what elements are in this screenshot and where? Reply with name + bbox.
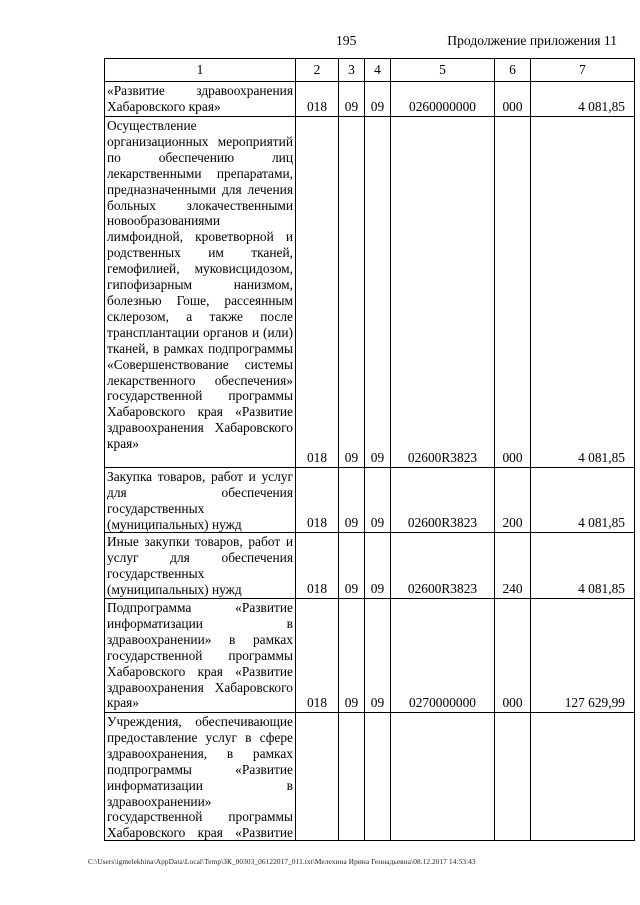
cell-section-code: 09: [338, 81, 365, 117]
table-row: «Развитие здравоохранения Хабаровского к…: [104, 81, 635, 117]
column-header: 2: [295, 58, 339, 82]
table-row-truncated: Учреждения, обеспечивающие предоставлени…: [104, 712, 635, 841]
cell-amount: 4 081,85: [530, 116, 635, 468]
cell-target-article-code: [390, 712, 495, 841]
cell-subsection-code: 09: [364, 598, 391, 713]
cell-expense-type-code: 000: [494, 598, 531, 713]
column-header: 4: [364, 58, 391, 82]
cell-item-name: Закупка товаров, работ и услуг для обесп…: [104, 467, 296, 533]
column-header: 5: [390, 58, 495, 82]
cell-amount: 127 629,99: [530, 598, 635, 713]
table-row: Закупка товаров, работ и услуг для обесп…: [104, 467, 635, 533]
cell-grbs-code: [295, 712, 339, 841]
cell-target-article-code: 02600R3823: [390, 467, 495, 533]
cell-target-article-code: 0260000000: [390, 81, 495, 117]
cell-section-code: 09: [338, 532, 365, 599]
column-header: 1: [104, 58, 296, 82]
page-number: 195: [336, 33, 357, 48]
cell-section-code: [338, 712, 365, 841]
cell-item-name: Осуществление организационных мероприяти…: [104, 116, 296, 468]
cell-subsection-code: [364, 712, 391, 841]
appendix-continuation-label: Продолжение приложения 11: [447, 33, 617, 48]
cell-subsection-code: 09: [364, 467, 391, 533]
cell-item-name: «Развитие здравоохранения Хабаровского к…: [104, 81, 296, 117]
cell-grbs-code: 018: [295, 598, 339, 713]
cell-amount: 4 081,85: [530, 467, 635, 533]
cell-grbs-code: 018: [295, 81, 339, 117]
column-header: 6: [494, 58, 531, 82]
table-header-row: 1 2 3 4 5 6 7: [104, 58, 635, 82]
cell-amount: 4 081,85: [530, 81, 635, 117]
cell-subsection-code: 09: [364, 532, 391, 599]
cell-section-code: 09: [338, 467, 365, 533]
print-footer: C:\Users\igmelekhina\AppData\Local\Temp\…: [88, 857, 476, 866]
cell-expense-type-code: 000: [494, 81, 531, 117]
cell-target-article-code: 02600R3823: [390, 116, 495, 468]
cell-grbs-code: 018: [295, 467, 339, 533]
table-row: Подпрограмма «Развитие информатизации в …: [104, 598, 635, 713]
budget-table: 1 2 3 4 5 6 7 «Развитие здравоохранения …: [104, 58, 635, 841]
column-header: 7: [530, 58, 635, 82]
cell-amount: [530, 712, 635, 841]
cell-grbs-code: 018: [295, 532, 339, 599]
cell-grbs-code: 018: [295, 116, 339, 468]
table-row: Осуществление организационных мероприяти…: [104, 116, 635, 468]
cell-section-code: 09: [338, 116, 365, 468]
cell-subsection-code: 09: [364, 116, 391, 468]
cell-expense-type-code: 200: [494, 467, 531, 533]
table-row: Иные закупки товаров, работ и услуг для …: [104, 532, 635, 599]
cell-expense-type-code: 240: [494, 532, 531, 599]
cell-target-article-code: 0270000000: [390, 598, 495, 713]
cell-target-article-code: 02600R3823: [390, 532, 495, 599]
cell-expense-type-code: 000: [494, 116, 531, 468]
column-header: 3: [338, 58, 365, 82]
cell-section-code: 09: [338, 598, 365, 713]
cell-item-name: Иные закупки товаров, работ и услуг для …: [104, 532, 296, 599]
cell-expense-type-code: [494, 712, 531, 841]
cell-item-name: Учреждения, обеспечивающие предоставлени…: [104, 712, 296, 841]
cell-amount: 4 081,85: [530, 532, 635, 599]
cell-subsection-code: 09: [364, 81, 391, 117]
cell-item-name: Подпрограмма «Развитие информатизации в …: [104, 598, 296, 713]
